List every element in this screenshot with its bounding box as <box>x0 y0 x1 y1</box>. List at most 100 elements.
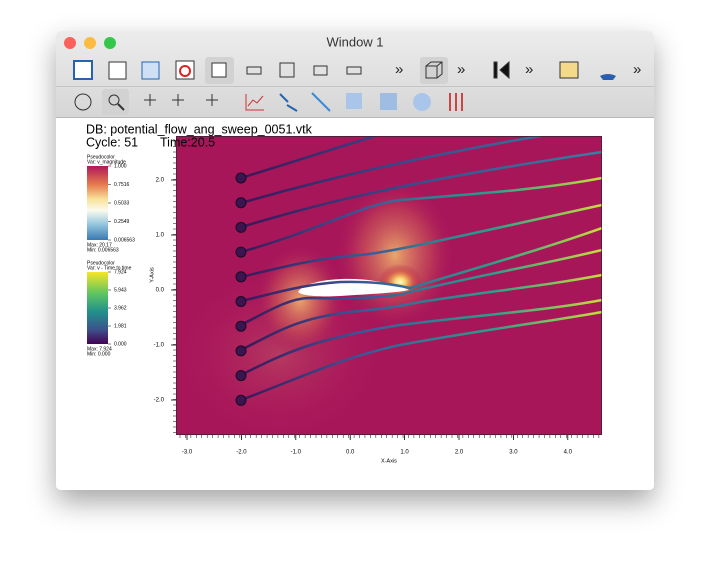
legend-tick-label: 0.006563 <box>114 237 135 243</box>
seed-points <box>235 172 247 406</box>
plot-field <box>176 136 602 435</box>
tool-icon[interactable] <box>179 65 191 77</box>
legend-tick-label: 0.5033 <box>114 200 130 206</box>
colorbar <box>87 166 108 240</box>
streamline <box>240 150 602 229</box>
legend-tick-label: 1.000 <box>114 163 127 169</box>
streamline <box>240 136 541 205</box>
legend-tick-label: 3.962 <box>114 305 127 311</box>
y-tick-label: 1.0 <box>156 233 165 239</box>
streamline <box>240 273 602 352</box>
streamline <box>240 310 602 402</box>
tool-icon[interactable] <box>108 61 127 80</box>
tool-icon[interactable] <box>245 94 264 111</box>
y-tick-label: -1.0 <box>154 343 165 349</box>
streamline <box>240 298 602 377</box>
x-axis-title: X-Axis <box>381 458 397 464</box>
window-title: Window 1 <box>326 34 383 49</box>
tool-icon[interactable] <box>74 93 92 111</box>
minimize-button[interactable] <box>84 37 96 49</box>
streamline <box>240 248 602 327</box>
seed-point <box>235 271 247 283</box>
tool-icon[interactable] <box>73 60 93 80</box>
x-tick-label: -1.0 <box>291 450 302 456</box>
y-tick-label: 0.0 <box>156 288 165 294</box>
legend-min: Min: 0.000 <box>87 351 111 357</box>
seed-point <box>235 172 247 184</box>
legend-min: Min: 0.006563 <box>87 247 119 253</box>
colorbar <box>87 272 108 344</box>
tool-selected[interactable] <box>102 89 129 115</box>
toolbar-1: » » » » <box>73 57 641 84</box>
legend-max: Max: 20.17 <box>87 242 112 248</box>
legend-tick-label: 0.7516 <box>114 182 130 188</box>
x-tick-label: -3.0 <box>182 450 193 456</box>
x-tick-label: -2.0 <box>236 450 247 456</box>
seed-point <box>235 296 247 307</box>
tool-icon[interactable] <box>380 93 397 110</box>
tool-icon[interactable] <box>559 61 579 79</box>
tool-icon[interactable] <box>279 93 298 112</box>
seed-point <box>235 197 247 209</box>
seed-point <box>235 370 247 382</box>
y-tick-label: -2.0 <box>154 398 165 404</box>
tool-icon[interactable] <box>246 66 262 75</box>
streamlines <box>240 136 602 402</box>
tool-icon[interactable] <box>600 74 616 80</box>
streamline <box>240 203 602 279</box>
close-button[interactable] <box>64 37 76 49</box>
legend-var: Var: v - Time to time <box>87 265 132 271</box>
field-border <box>176 136 602 435</box>
seed-point <box>235 221 247 233</box>
legend-plot: Pseudocolor <box>87 260 115 266</box>
streamline <box>240 226 602 303</box>
streamline <box>240 176 602 254</box>
tool-icon[interactable] <box>449 93 463 111</box>
more-chevron[interactable]: » <box>457 61 465 78</box>
legend-tick-label: 7.924 <box>114 269 127 275</box>
tool-icon[interactable] <box>144 94 218 106</box>
legend-var: Var: v_magnitude <box>87 159 126 165</box>
x-tick-label: 2.0 <box>455 450 464 456</box>
seed-point <box>235 345 247 357</box>
x-tick-label: 4.0 <box>564 450 573 456</box>
cycle-label: Cycle: 51 <box>86 135 138 149</box>
toolbar-2 <box>74 89 463 115</box>
legend-tick-label: 0.000 <box>114 341 127 347</box>
legend-max: Max: 7.924 <box>87 346 112 352</box>
x-tick-label: 1.0 <box>400 450 409 456</box>
tool-icon[interactable] <box>313 65 328 76</box>
seed-point <box>235 320 247 332</box>
tool-icon[interactable] <box>117 103 125 111</box>
tool-icon[interactable] <box>493 60 510 80</box>
zoom-button[interactable] <box>104 37 116 49</box>
tool-icon[interactable] <box>346 66 362 75</box>
legend-tick-label: 1.981 <box>114 323 127 329</box>
seed-point <box>235 246 247 258</box>
x-tick-label: 3.0 <box>509 450 518 456</box>
streamline <box>240 136 376 180</box>
y-tick-label: 2.0 <box>156 178 165 184</box>
tool-icon[interactable] <box>108 94 120 106</box>
tool-icon[interactable] <box>425 61 443 79</box>
tool-icon[interactable] <box>413 93 431 111</box>
window: Window 1 » » » » <box>56 31 654 490</box>
x-tick-label: 0.0 <box>346 450 355 456</box>
tool-selected[interactable] <box>420 57 448 84</box>
tool-icon[interactable] <box>279 62 295 78</box>
legend-tick-label: 5.943 <box>114 287 127 293</box>
legend-plot: Pseudocolor <box>87 154 115 160</box>
y-axis-title: Y-Axis <box>149 267 155 283</box>
more-chevron[interactable]: » <box>395 61 403 78</box>
tool-icon[interactable] <box>311 92 331 112</box>
seed-point <box>235 394 247 406</box>
database-label: DB: potential_flow_ang_sweep_0051.vtk <box>86 122 313 136</box>
tool-icon[interactable] <box>141 61 160 80</box>
more-chevron[interactable]: » <box>633 61 641 78</box>
legend-tick-label: 0.2549 <box>114 219 130 225</box>
tool-icon[interactable] <box>346 93 362 109</box>
more-chevron[interactable]: » <box>525 61 533 78</box>
tool-icon[interactable] <box>211 62 227 78</box>
